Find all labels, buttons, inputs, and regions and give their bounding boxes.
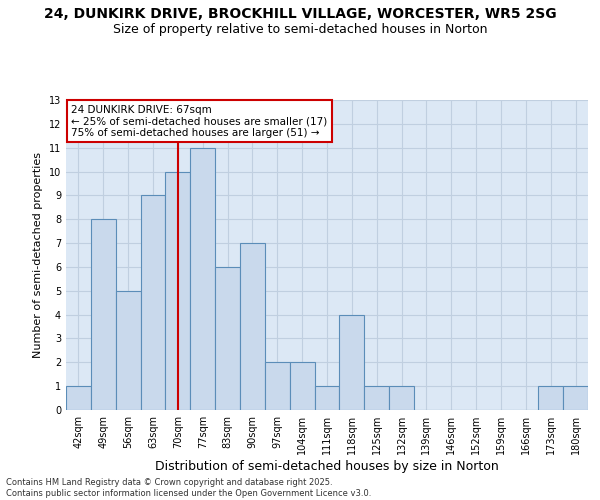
Bar (140, 196, 166, 410)
Bar (265, 362, 290, 410)
Bar (563, 386, 588, 410)
Text: Size of property relative to semi-detached houses in Norton: Size of property relative to semi-detach… (113, 22, 487, 36)
Bar (340, 314, 364, 410)
Y-axis label: Number of semi-detached properties: Number of semi-detached properties (33, 152, 43, 358)
Bar (538, 386, 563, 410)
X-axis label: Distribution of semi-detached houses by size in Norton: Distribution of semi-detached houses by … (155, 460, 499, 473)
Bar (116, 291, 140, 410)
Bar (190, 148, 215, 410)
Bar (389, 386, 414, 410)
Text: 24, DUNKIRK DRIVE, BROCKHILL VILLAGE, WORCESTER, WR5 2SG: 24, DUNKIRK DRIVE, BROCKHILL VILLAGE, WO… (44, 8, 556, 22)
Bar (314, 386, 340, 410)
Bar (91, 219, 116, 410)
Bar (364, 386, 389, 410)
Bar (66, 386, 91, 410)
Text: Contains HM Land Registry data © Crown copyright and database right 2025.
Contai: Contains HM Land Registry data © Crown c… (6, 478, 371, 498)
Bar (215, 267, 240, 410)
Bar (290, 362, 314, 410)
Bar (240, 243, 265, 410)
Bar (166, 172, 190, 410)
Text: 24 DUNKIRK DRIVE: 67sqm
← 25% of semi-detached houses are smaller (17)
75% of se: 24 DUNKIRK DRIVE: 67sqm ← 25% of semi-de… (71, 104, 328, 138)
